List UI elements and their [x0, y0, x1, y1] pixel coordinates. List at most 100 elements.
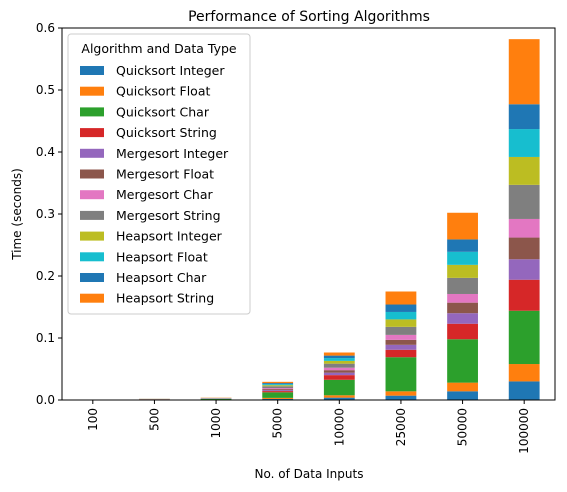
x-tick-label: 25000 — [394, 408, 408, 446]
legend-label: Heapsort Float — [116, 249, 208, 264]
bar-segment-25000-10 — [385, 311, 417, 320]
y-tick-label: 0.4 — [36, 145, 55, 159]
bar-segment-5000-11 — [262, 383, 294, 385]
x-tick-label: 5000 — [271, 408, 285, 439]
legend-label: Quicksort Float — [116, 84, 210, 99]
bar-segment-10000-7 — [323, 367, 355, 371]
x-tick-label: 100000 — [517, 408, 531, 454]
legend-label: Mergesort Char — [116, 187, 214, 202]
bar-segment-10000-3 — [323, 379, 355, 396]
bars-layer — [77, 39, 540, 400]
bar-segment-25000-5 — [385, 344, 417, 350]
chart-title: Performance of Sorting Algorithms — [188, 9, 430, 25]
legend: Algorithm and Data Type Quicksort Intege… — [67, 33, 251, 315]
y-tick-label: 0.1 — [36, 331, 55, 345]
bar-segment-10000-10 — [323, 358, 355, 361]
y-axis: 0.0 0.1 0.2 0.3 0.4 0.5 0.6 — [36, 21, 62, 407]
bar-segment-100000-3 — [508, 310, 540, 365]
x-tick-label: 500 — [147, 408, 161, 431]
legend-swatch — [80, 293, 104, 303]
bar-segment-100000-5 — [508, 259, 540, 280]
legend-label: Quicksort String — [116, 125, 217, 140]
legend-swatch — [80, 252, 104, 262]
bar-segment-5000-5 — [262, 390, 294, 392]
bar-segment-50000-8 — [447, 277, 478, 294]
bar-segment-50000-7 — [447, 293, 478, 303]
bar-segment-25000-4 — [385, 349, 417, 358]
bar-segment-50000-10 — [447, 251, 478, 265]
legend-label: Mergesort Integer — [116, 146, 229, 161]
bar-segment-25000-12 — [385, 291, 417, 305]
bar-segment-5000-3 — [262, 392, 294, 398]
bar-segment-100000-11 — [508, 104, 540, 130]
bar-segment-10000-8 — [323, 363, 355, 368]
legend-label: Quicksort Integer — [116, 63, 225, 78]
bar-segment-5000-2 — [262, 397, 294, 399]
legend-box — [67, 33, 251, 315]
bar-segment-1000-3 — [200, 399, 232, 400]
bar-segment-5000-4 — [262, 391, 294, 393]
bar-segment-25000-11 — [385, 304, 417, 312]
bar-segment-5000-9 — [262, 385, 294, 387]
bar-segment-25000-1 — [385, 395, 417, 400]
bar-segment-10000-12 — [323, 352, 355, 356]
bar-segment-25000-8 — [385, 326, 417, 335]
bar-segment-100000-12 — [508, 39, 540, 105]
bar-segment-50000-2 — [447, 382, 478, 392]
legend-title: Algorithm and Data Type — [81, 41, 237, 56]
bar-segment-100000-6 — [508, 237, 540, 260]
bar-segment-100000-8 — [508, 184, 540, 219]
x-axis-label: No. of Data Inputs — [255, 467, 364, 481]
legend-swatch — [80, 210, 104, 220]
legend-swatch — [80, 190, 104, 200]
bar-segment-10000-5 — [323, 372, 355, 376]
bar-segment-5000-6 — [262, 389, 294, 391]
legend-swatch — [80, 148, 104, 158]
bar-segment-10000-1 — [323, 397, 355, 400]
bar-segment-100000-2 — [508, 364, 540, 382]
bar-segment-50000-9 — [447, 264, 478, 278]
x-tick-label: 10000 — [332, 408, 346, 446]
legend-swatch — [80, 107, 104, 117]
x-tick-label: 100 — [86, 408, 100, 431]
bar-segment-10000-9 — [323, 360, 355, 364]
bar-segment-50000-12 — [447, 212, 478, 240]
x-axis: 100 500 1000 5000 10000 25000 50000 100000 — [86, 400, 531, 454]
bar-segment-5000-1 — [262, 398, 294, 400]
y-tick-label: 0.5 — [36, 83, 55, 97]
y-tick-label: 0.2 — [36, 269, 55, 283]
legend-label: Heapsort String — [116, 291, 214, 306]
y-tick-label: 0.6 — [36, 21, 55, 35]
bar-segment-50000-11 — [447, 239, 478, 252]
legend-swatch — [80, 86, 104, 96]
legend-items: Quicksort Integer Quicksort Float Quicksor… — [80, 63, 229, 306]
legend-label: Mergesort Float — [116, 167, 214, 182]
bar-segment-100000-4 — [508, 279, 540, 311]
legend-label: Mergesort String — [116, 208, 221, 223]
bar-segment-25000-7 — [385, 334, 417, 340]
legend-label: Quicksort Char — [116, 104, 210, 119]
bar-segment-100000-7 — [508, 218, 540, 238]
bar-segment-100000-10 — [508, 129, 540, 157]
bar-segment-10000-2 — [323, 395, 355, 398]
bar-segment-50000-1 — [447, 391, 478, 400]
bar-segment-100000-1 — [508, 381, 540, 400]
legend-swatch — [80, 169, 104, 179]
bar-segment-10000-6 — [323, 370, 355, 373]
bar-segment-25000-3 — [385, 357, 417, 392]
y-tick-label: 0.0 — [36, 393, 55, 407]
bar-segment-5000-7 — [262, 388, 294, 390]
bar-segment-5000-8 — [262, 386, 294, 389]
bar-segment-10000-4 — [323, 375, 355, 380]
bar-segment-25000-9 — [385, 319, 417, 327]
bar-segment-50000-4 — [447, 323, 478, 340]
bar-segment-10000-11 — [323, 355, 355, 359]
bar-segment-5000-10 — [262, 384, 294, 386]
bar-segment-50000-5 — [447, 313, 478, 324]
y-tick-label: 0.3 — [36, 207, 55, 221]
bar-segment-25000-6 — [385, 339, 417, 345]
x-tick-label: 50000 — [456, 408, 470, 446]
bar-segment-100000-9 — [508, 156, 540, 185]
legend-label: Heapsort Integer — [116, 229, 223, 244]
